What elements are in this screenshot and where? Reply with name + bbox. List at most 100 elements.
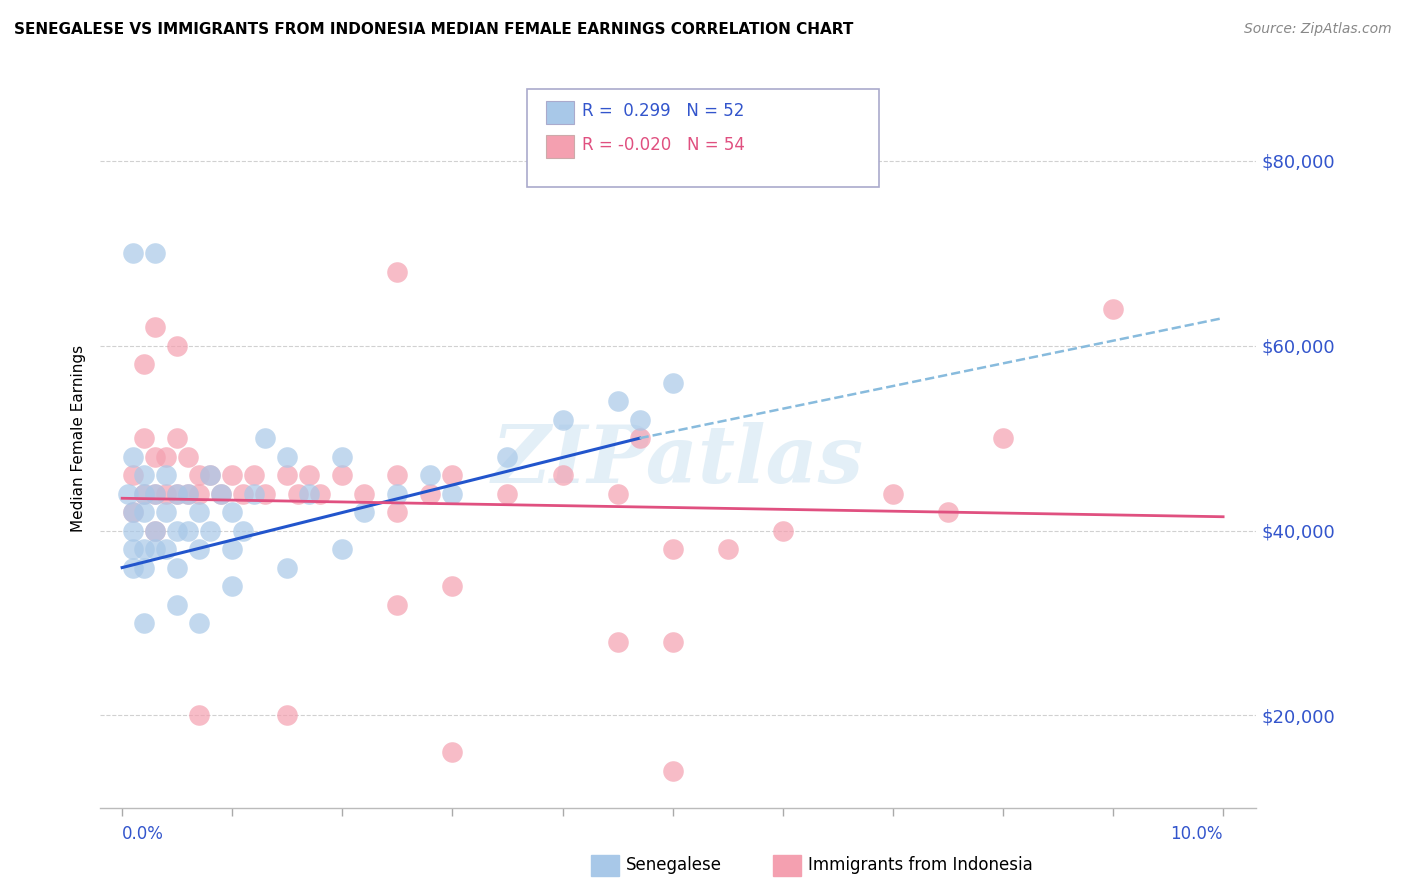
Point: [287, 486, 309, 500]
Point: [188, 486, 211, 500]
Point: [606, 634, 628, 648]
Point: [441, 468, 464, 483]
Point: [188, 708, 211, 723]
Point: [387, 505, 409, 519]
Point: [122, 246, 145, 260]
Point: [232, 524, 254, 538]
Point: [166, 598, 188, 612]
Point: [419, 486, 441, 500]
Point: [143, 450, 166, 464]
Point: [276, 450, 298, 464]
Point: [134, 560, 156, 574]
Point: [298, 468, 321, 483]
Point: [155, 486, 177, 500]
Point: [441, 579, 464, 593]
Point: [661, 542, 683, 557]
Point: [188, 468, 211, 483]
Point: [628, 431, 651, 445]
Point: [122, 524, 145, 538]
Point: [232, 486, 254, 500]
Point: [221, 468, 243, 483]
Point: [155, 468, 177, 483]
Point: [387, 265, 409, 279]
Point: [387, 468, 409, 483]
Point: [276, 560, 298, 574]
Point: [276, 708, 298, 723]
Point: [143, 524, 166, 538]
Point: [143, 542, 166, 557]
Point: [166, 524, 188, 538]
Point: [134, 357, 156, 371]
Point: [155, 505, 177, 519]
Point: [441, 746, 464, 760]
Point: [387, 486, 409, 500]
Point: [221, 542, 243, 557]
Point: [134, 486, 156, 500]
Text: 10.0%: 10.0%: [1171, 824, 1223, 843]
Point: [177, 524, 200, 538]
Point: [122, 505, 145, 519]
Point: [419, 468, 441, 483]
Point: [134, 542, 156, 557]
Point: [122, 542, 145, 557]
Text: ZIPatlas: ZIPatlas: [492, 422, 865, 500]
Point: [166, 339, 188, 353]
Point: [276, 468, 298, 483]
Point: [551, 413, 574, 427]
Point: [496, 450, 519, 464]
Point: [122, 505, 145, 519]
Point: [551, 468, 574, 483]
Point: [936, 505, 959, 519]
Point: [177, 486, 200, 500]
Point: [200, 468, 222, 483]
Point: [122, 450, 145, 464]
Point: [387, 598, 409, 612]
Text: R =  0.299   N = 52: R = 0.299 N = 52: [582, 103, 744, 120]
Point: [166, 486, 188, 500]
Text: 0.0%: 0.0%: [122, 824, 165, 843]
Point: [254, 431, 277, 445]
Point: [330, 468, 353, 483]
Point: [441, 486, 464, 500]
Point: [209, 486, 232, 500]
Text: SENEGALESE VS IMMIGRANTS FROM INDONESIA MEDIAN FEMALE EARNINGS CORRELATION CHART: SENEGALESE VS IMMIGRANTS FROM INDONESIA …: [14, 22, 853, 37]
Point: [134, 486, 156, 500]
Point: [1102, 301, 1125, 316]
Point: [134, 505, 156, 519]
Point: [221, 505, 243, 519]
Point: [134, 431, 156, 445]
Point: [330, 542, 353, 557]
Point: [353, 486, 375, 500]
Point: [188, 615, 211, 630]
Point: [155, 450, 177, 464]
Point: [772, 524, 794, 538]
Point: [143, 524, 166, 538]
Text: Senegalese: Senegalese: [626, 856, 721, 874]
Point: [155, 542, 177, 557]
Point: [122, 560, 145, 574]
Point: [628, 413, 651, 427]
Point: [200, 468, 222, 483]
Point: [134, 468, 156, 483]
Point: [496, 486, 519, 500]
Point: [661, 634, 683, 648]
Point: [117, 486, 139, 500]
Y-axis label: Median Female Earnings: Median Female Earnings: [72, 344, 86, 532]
Point: [661, 376, 683, 390]
Point: [298, 486, 321, 500]
Point: [209, 486, 232, 500]
Text: R = -0.020   N = 54: R = -0.020 N = 54: [582, 136, 745, 154]
Point: [122, 468, 145, 483]
Point: [143, 246, 166, 260]
Point: [353, 505, 375, 519]
Text: Immigrants from Indonesia: Immigrants from Indonesia: [808, 856, 1033, 874]
Point: [166, 560, 188, 574]
Point: [177, 486, 200, 500]
Point: [143, 486, 166, 500]
Point: [243, 468, 266, 483]
Point: [143, 486, 166, 500]
Point: [330, 450, 353, 464]
Point: [200, 524, 222, 538]
Point: [243, 486, 266, 500]
Point: [882, 486, 904, 500]
